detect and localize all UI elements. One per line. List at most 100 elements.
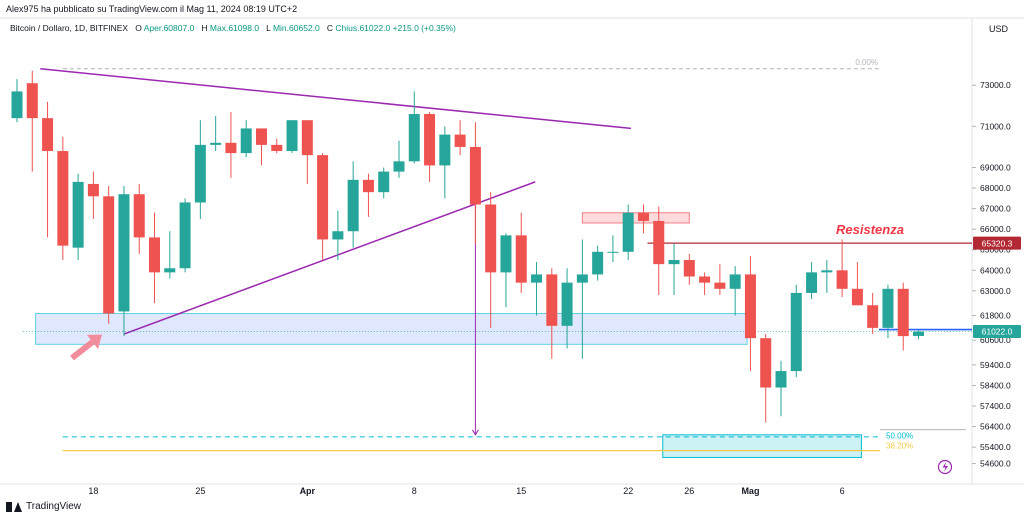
candle-body — [271, 144, 283, 152]
candle-body — [653, 220, 665, 265]
x-tick-label: 8 — [412, 486, 417, 496]
candle-body — [332, 231, 344, 240]
candle-body — [255, 128, 267, 145]
candle-body — [668, 260, 680, 265]
candle-body — [806, 272, 818, 293]
target-zone — [662, 434, 862, 458]
candle-body — [531, 274, 543, 283]
candle-body — [836, 270, 848, 289]
candle-body — [821, 270, 833, 273]
candle-body — [439, 134, 451, 166]
symbol-name[interactable]: Bitcoin / Dollaro, 1D, BITFINEX — [10, 23, 129, 33]
candle-body — [133, 194, 145, 238]
y-tick-label: 57400.0 — [980, 401, 1011, 411]
fib-0-label: 0.00% — [855, 58, 878, 67]
x-tick-label: 22 — [623, 486, 633, 496]
y-tick-label: 59400.0 — [980, 360, 1011, 370]
fib-50-label: 50.00% — [886, 432, 913, 441]
candle-body — [913, 331, 925, 336]
ascending-trendline — [123, 181, 536, 335]
candle-body — [149, 237, 161, 273]
candle-body — [897, 288, 909, 337]
candle-body — [729, 274, 741, 289]
y-tick-label: 65000.0 — [980, 245, 1011, 255]
descending-trendline — [40, 68, 631, 130]
candle-body — [26, 83, 38, 119]
x-tick-label: Mag — [741, 486, 759, 496]
support-zone — [35, 312, 748, 345]
candle-body — [576, 274, 588, 283]
candle-body — [637, 212, 649, 221]
y-tick-label: 67000.0 — [980, 204, 1011, 214]
y-tick-label: 58400.0 — [980, 380, 1011, 390]
candle-body — [408, 114, 420, 162]
x-tick-label: 18 — [88, 486, 98, 496]
change-value: +215.0 (+0.35%) — [392, 23, 456, 33]
y-tick-label: 73000.0 — [980, 80, 1011, 90]
candle-body — [469, 146, 481, 205]
candle-body — [393, 161, 405, 172]
resistance-price-tag: 65320.3 — [982, 238, 1013, 248]
x-tick-label: Apr — [300, 486, 316, 496]
candle-body — [347, 179, 359, 232]
y-tick-label: 61800.0 — [980, 311, 1011, 321]
event-lightning-icon — [937, 459, 953, 475]
brand-name: TradingView — [26, 501, 82, 512]
candle-body — [485, 204, 497, 273]
candle-body — [164, 268, 176, 273]
annotation-arrow-icon — [70, 334, 102, 361]
y-tick-label: 64000.0 — [980, 265, 1011, 275]
candle-body — [622, 212, 634, 252]
candle-body — [882, 288, 894, 328]
publisher-line: Alex975 ha pubblicato su TradingView.com… — [6, 4, 298, 14]
candle-body — [194, 144, 206, 203]
annotation-arrow-shaft — [70, 339, 95, 361]
high-value: Max.61098.0 — [209, 23, 260, 33]
last-price-tag: 61022.0 — [982, 327, 1013, 337]
close-label: C — [326, 23, 333, 33]
candle-body — [561, 282, 573, 326]
x-tick-label: 6 — [840, 486, 845, 496]
candle-body — [744, 274, 756, 339]
candle-body — [515, 235, 527, 283]
x-tick-label: 26 — [684, 486, 694, 496]
resistance-zone — [581, 212, 690, 224]
candle-body — [500, 235, 512, 273]
candle-body — [378, 171, 390, 193]
candle-body — [317, 155, 329, 240]
y-tick-label: 66000.0 — [980, 224, 1011, 234]
candle-body — [87, 183, 99, 197]
lightning-glyph — [942, 462, 948, 472]
candle-body — [240, 128, 252, 154]
candle-body — [592, 251, 604, 275]
resistance-label: Resistenza — [836, 222, 904, 237]
candle-body — [118, 194, 130, 312]
candle-body — [57, 151, 69, 246]
tradingview-logo-icon — [6, 501, 22, 512]
close-value: Chius.61022.0 — [335, 23, 391, 33]
low-label: L — [266, 23, 271, 33]
x-tick-label: 25 — [195, 486, 205, 496]
open-value: Aper.60807.0 — [143, 23, 195, 33]
annotation-arrow-head — [86, 334, 102, 350]
candle-body — [11, 91, 23, 119]
y-tick-label: 60600.0 — [980, 335, 1011, 345]
y-tick-label: 63000.0 — [980, 286, 1011, 296]
fib-382-label: 38.20% — [886, 442, 913, 451]
projection-arrowhead — [471, 429, 479, 436]
candle-body — [103, 196, 115, 314]
open-label: O — [135, 23, 142, 33]
candle-body — [210, 142, 222, 145]
high-label: H — [201, 23, 208, 33]
candle-body — [424, 114, 436, 166]
candle-body — [867, 305, 879, 328]
candle-body — [714, 282, 726, 289]
y-tick-label: 71000.0 — [980, 121, 1011, 131]
candle-body — [301, 120, 313, 156]
candle-body — [851, 288, 863, 306]
y-tick-label: 55400.0 — [980, 442, 1011, 452]
candle-body — [225, 142, 237, 154]
y-tick-label: 69000.0 — [980, 162, 1011, 172]
